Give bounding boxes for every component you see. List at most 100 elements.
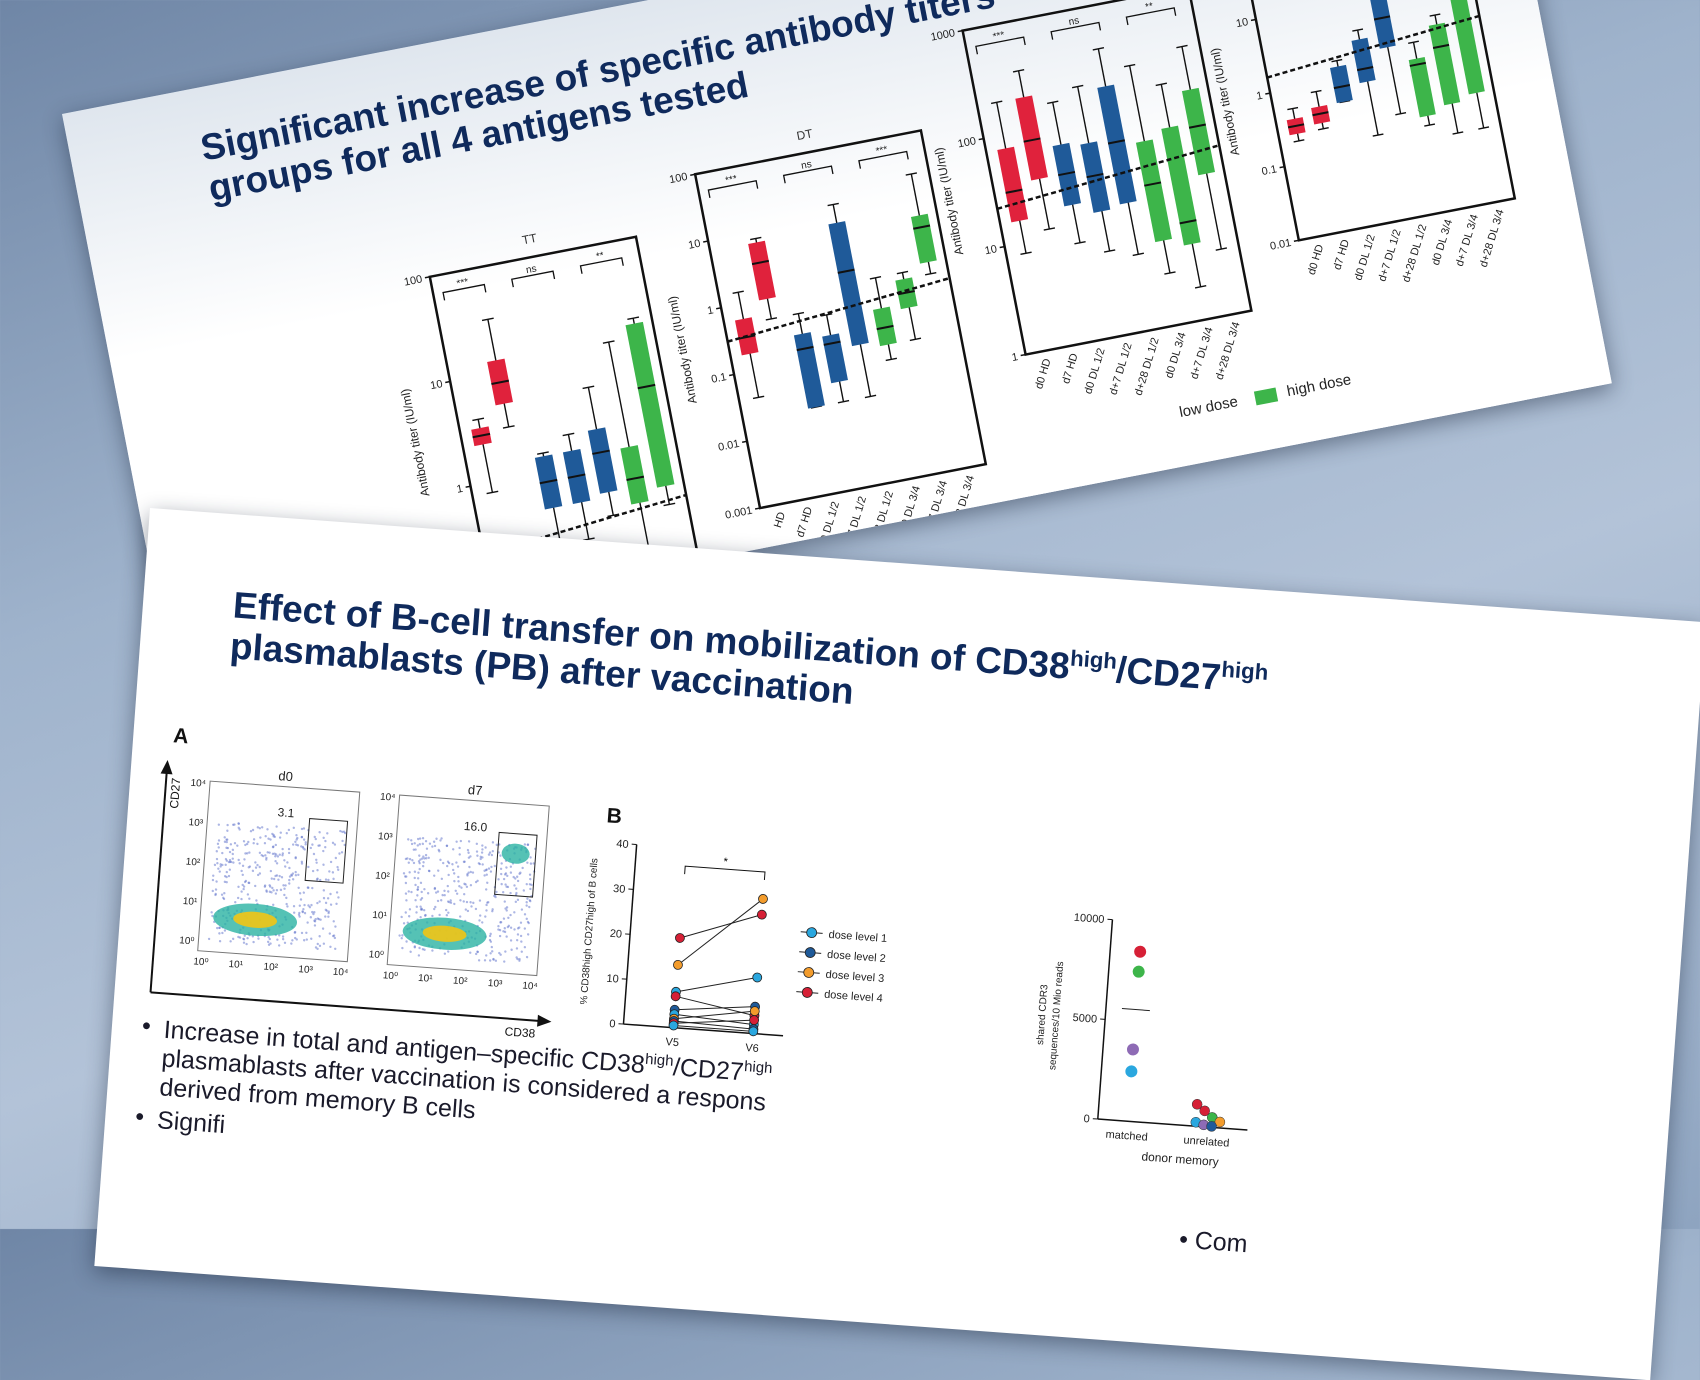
x-tick-label: d+28 DL 3/4 [948,474,977,535]
box-low-dose [794,332,825,408]
flow-y-tick: 10³ [378,831,394,843]
x-tick-label: d7 HD [1060,352,1081,385]
flow-x-tick: 10⁴ [332,967,348,979]
flow-plot-title: d7 [467,782,483,798]
flow-y-tick: 10⁰ [368,949,384,961]
flow-cytometry-plots: CD27CD38d03.110⁰10⁰10¹10¹10²10²10³10³10⁴… [133,747,592,1048]
x-tick-label: d0 DL 3/4 [1430,218,1455,267]
x-tick-label: d+28 DL 3/4 [1214,320,1243,381]
matched-point [1125,1065,1138,1078]
significance-label: ns [800,159,812,172]
flow-y-tick: 10⁴ [190,778,206,790]
pair-point-v5 [669,1021,679,1031]
x-axis-label: donor memory [1141,1149,1219,1169]
box-green [911,214,937,264]
significance-label: *** [992,30,1006,43]
y-tick-label: 100 [957,135,977,150]
y-tick-label: 1 [1011,351,1019,364]
flow-gate-value: 16.0 [463,819,488,835]
y-tick-label: 0.01 [1269,237,1292,253]
flow-x-tick: 10¹ [418,973,434,985]
flow-x-label: CD38 [504,1024,536,1040]
pair-line [680,909,762,944]
x-tick-label: d+28 DL 3/4 [1478,208,1507,269]
x-tick-label: d0 HD [1306,243,1327,276]
legend-label: dose level 2 [827,949,886,965]
pair-line [676,972,757,998]
legend-marker [806,927,817,938]
x-tick-label: d0 DL 3/4 [1163,331,1188,380]
y-tick-label: 1 [1255,90,1263,103]
y-arrowhead [161,760,174,775]
x-tick-label: d+28 DL 1/2 [1400,223,1429,284]
matched-point [1132,965,1145,978]
significance-bracket [685,866,765,880]
y-axis-label: % CD38high CD27high of B cells [579,858,601,1005]
y-tick [1000,247,1005,248]
significance-label: *** [456,277,470,290]
y-axis-label: Antibody titer (IU/ml) [665,295,700,405]
x-tick-label: d0 DL 1/2 [817,500,842,549]
chart-title: Pertussis [1047,0,1098,3]
y-tick-label: 30 [613,883,626,896]
x-tick-label: matched [1105,1129,1148,1144]
y-tick-label: 10 [984,243,998,257]
x-tick-label: d0 HD [1033,357,1054,390]
y-tick-label: 0.1 [1261,163,1278,178]
box-green [1429,23,1460,106]
y-tick [755,508,760,509]
legend-label: dose level 4 [824,989,883,1005]
legend-marker [803,967,814,978]
significance-label: ns [525,263,537,276]
y-tick-label: 0.001 [724,505,753,522]
flow-x-tick: 10³ [487,978,503,990]
flow-x-tick: 10⁰ [382,970,398,982]
box-low-dose [1053,143,1081,206]
y-tick [1021,355,1026,356]
y-tick-label: 10 [687,238,701,252]
box-low-dose [828,221,868,346]
legend-marker [805,947,816,958]
x-tick-label: d+7 DL 3/4 [1188,326,1215,381]
x-tick-label: unrelated [1183,1134,1230,1149]
flow-y-tick: 10¹ [372,910,388,922]
y-tick [425,277,430,278]
pair-point-v6 [752,973,762,983]
flow-x-tick: 10¹ [228,959,244,971]
significance-label: *** [875,144,889,157]
y-tick-label: 1 [706,304,714,317]
y-axis-label: Antibody titer (IU/ml) [1208,47,1243,157]
y-tick-label: 1000 [930,27,956,43]
y-tick-label: 100 [403,273,423,288]
y-tick [703,241,708,242]
mean-line [1122,1009,1150,1011]
significance-label: ** [1144,1,1154,13]
box-high-dose [748,241,776,301]
y-tick [979,139,984,140]
box-low-dose [1330,65,1353,103]
box-green [620,445,648,504]
matched-point [1134,945,1147,958]
legend-label: dose level 1 [828,929,887,945]
y-tick [445,382,450,383]
pair-point-v5 [673,960,683,970]
box-high-dose [997,147,1028,223]
x-tick-label: d+28 DL 1/2 [867,490,896,551]
x-tick-label: d0 DL 3/4 [898,484,923,533]
flow-y-tick: 10² [375,870,391,882]
flow-y-tick: 10⁴ [380,792,396,804]
y-tick [729,375,734,376]
box-high-dose [1015,95,1048,180]
flow-y-tick: 10³ [188,817,204,829]
y-axis-label: Antibody titer (IU/ml) [398,388,433,498]
slide-title: Effect of B-cell transfer on mobilizatio… [229,584,1432,755]
x-tick-label: d7 HD [1331,238,1352,271]
legend-high-dose-swatch [1254,387,1278,405]
chart-title: DT [795,126,814,143]
y-tick-label: 0.01 [717,438,740,454]
y-tick [958,31,963,32]
pair-line [675,996,756,1015]
y-tick [1294,240,1299,241]
y-tick-label: 10 [429,378,443,392]
pair-line [675,1001,755,1016]
